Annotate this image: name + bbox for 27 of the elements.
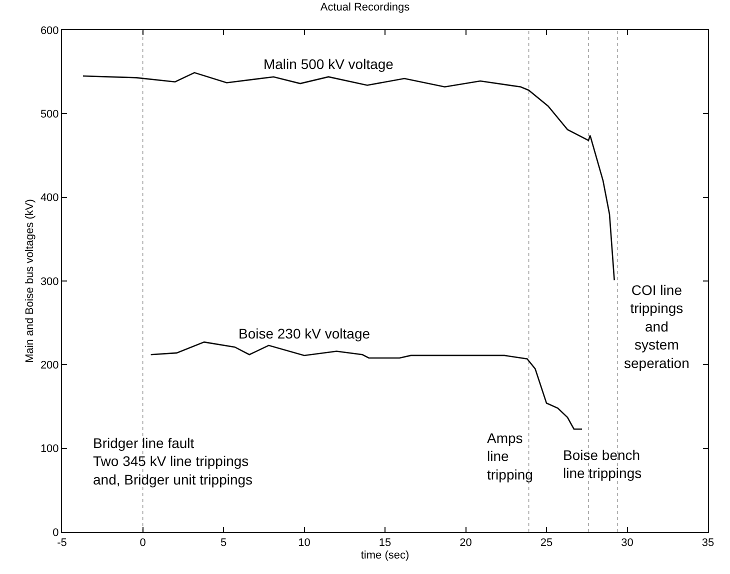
line-series <box>150 341 583 430</box>
x-tick-label: 20 <box>460 537 472 550</box>
chart-title: Actual Recordings <box>320 2 410 14</box>
y-tick-label: 500 <box>40 108 59 121</box>
x-tick-label: 5 <box>220 537 227 550</box>
annotation: Amps line tripping <box>487 430 533 482</box>
x-axis-title: time (sec) <box>360 549 410 562</box>
annotation: Bridger line fault Two 345 kV line trippings and, Bridger unit trippings <box>93 435 253 488</box>
annotation: Boise bench line trippings <box>563 447 642 482</box>
y-tick-label: 300 <box>40 276 59 288</box>
y-tick-label: 400 <box>40 192 59 204</box>
y-tick-label: 100 <box>40 443 59 456</box>
y-axis-title: Main and Boise bus voltages (kV) <box>24 199 36 363</box>
series-label: Malin 500 kV voltage <box>263 56 394 72</box>
y-tick-label: 200 <box>40 360 59 372</box>
x-tick-label: 25 <box>540 537 553 550</box>
x-tick-label: 35 <box>702 537 714 550</box>
x-tick-label: 30 <box>621 537 634 550</box>
y-tick-label: 600 <box>40 24 59 37</box>
x-tick-label: 10 <box>298 537 310 550</box>
annotation: COI line trippings and system seperation <box>624 282 690 371</box>
y-tick-label: 0 <box>52 526 59 539</box>
x-tick-label: 15 <box>378 537 392 550</box>
series-label: Boise 230 kV voltage <box>238 326 370 342</box>
x-tick-label: -5 <box>57 537 67 550</box>
x-tick-label: 0 <box>140 537 146 550</box>
line-series <box>82 72 615 281</box>
